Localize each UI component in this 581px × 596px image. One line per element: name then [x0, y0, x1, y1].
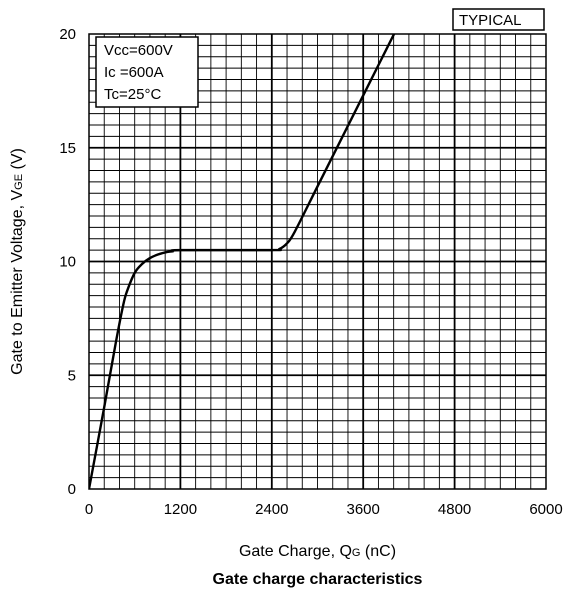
x-tick-label: 0	[85, 501, 93, 518]
x-axis-title-prefix: Gate Charge, Q	[239, 543, 352, 560]
annotation-box-frame	[95, 36, 199, 108]
y-tick-label: 20	[59, 26, 76, 43]
annotation-vcc: Vcc=600V	[104, 42, 173, 59]
major-grid	[89, 34, 546, 489]
x-tick-label: 1200	[164, 501, 197, 518]
annotation-ic: Ic =600A	[104, 64, 164, 81]
chart-caption: Gate charge characteristics	[213, 571, 423, 588]
y-axis-title: Gate to Emitter Voltage, VGE (V)	[9, 148, 26, 375]
x-axis-title-suffix: (nC)	[360, 543, 396, 560]
y-tick-label: 5	[68, 367, 76, 384]
y-axis-title-subscript: GE	[13, 174, 25, 190]
plot-frame	[88, 33, 547, 490]
x-tick-label: 6000	[529, 501, 562, 518]
y-tick-label: 15	[59, 140, 76, 157]
x-axis-title: Gate Charge, QG (nC)	[239, 543, 396, 560]
y-tick-label: 10	[59, 254, 76, 271]
typical-badge: TYPICAL	[452, 8, 545, 31]
gate-charge-curve	[89, 34, 396, 489]
y-tick-label: 0	[68, 481, 76, 498]
x-axis-title-subscript: G	[352, 547, 361, 559]
y-axis-title-prefix: Gate to Emitter Voltage, V	[9, 190, 26, 375]
x-tick-labels: 0 1200 2400 3600 4800 6000	[85, 501, 563, 518]
typical-badge-label: TYPICAL	[459, 12, 522, 29]
typical-badge-frame	[452, 8, 545, 31]
x-tick-label: 4800	[438, 501, 471, 518]
annotation-box: Vcc=600V Ic =600A Tc=25°C	[95, 36, 199, 108]
x-tick-label: 2400	[255, 501, 288, 518]
annotation-tc: Tc=25°C	[104, 86, 161, 103]
x-tick-label: 3600	[347, 501, 380, 518]
y-tick-labels: 0 5 10 15 20	[59, 26, 76, 498]
y-axis-title-suffix: (V)	[9, 148, 26, 174]
